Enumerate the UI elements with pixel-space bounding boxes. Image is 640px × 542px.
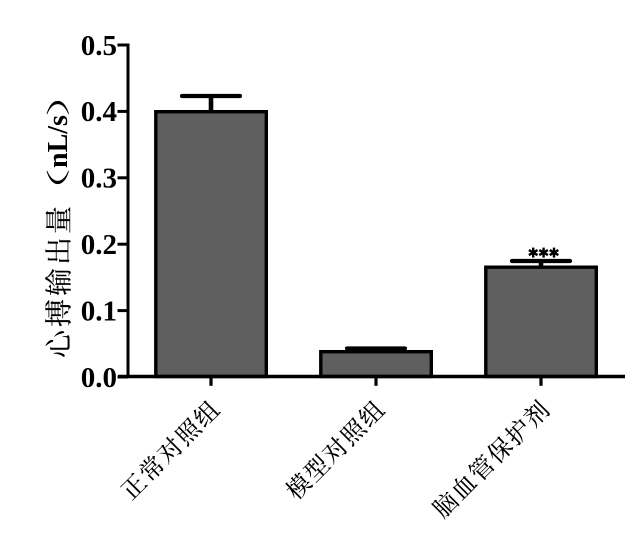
svg-text:0.5: 0.5 bbox=[81, 30, 117, 62]
svg-text:nL/s: nL/s bbox=[43, 115, 74, 168]
svg-text:0.1: 0.1 bbox=[81, 295, 117, 327]
svg-text:0.2: 0.2 bbox=[81, 229, 117, 261]
svg-text:0.3: 0.3 bbox=[81, 163, 117, 195]
svg-text:0.0: 0.0 bbox=[81, 362, 117, 394]
svg-text:0.4: 0.4 bbox=[81, 96, 117, 128]
